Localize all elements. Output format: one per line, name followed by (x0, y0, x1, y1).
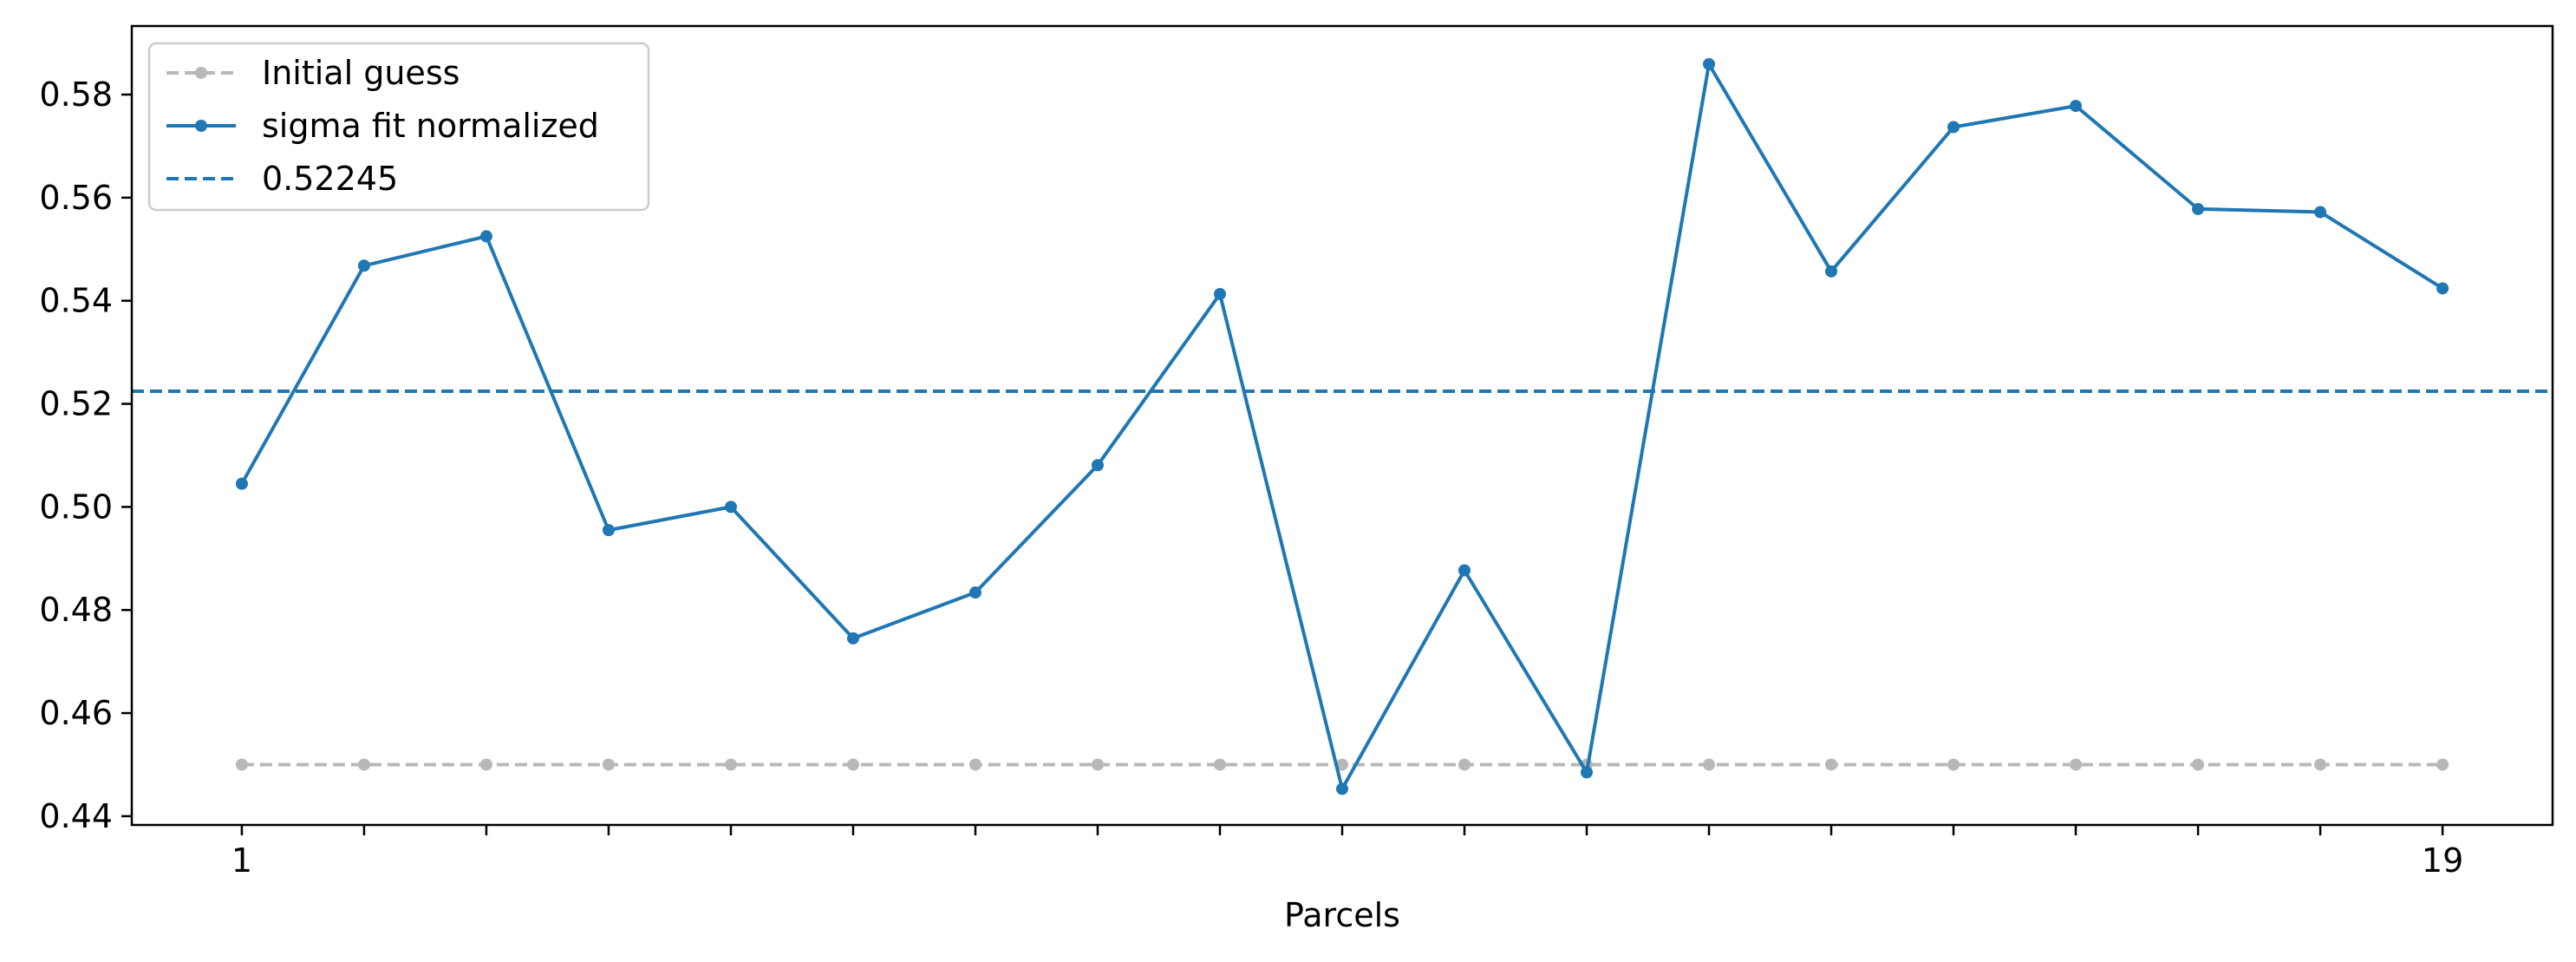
series-1-point-6 (968, 586, 981, 599)
series-1-point-0 (235, 477, 248, 490)
y-tick-label-7: 0.58 (39, 75, 113, 114)
series-1-point-12 (1703, 57, 1716, 70)
series-0-point-1 (357, 758, 370, 771)
series-0-point-4 (724, 758, 737, 771)
legend-marker-1 (195, 120, 207, 132)
y-tick-label-3: 0.50 (39, 488, 113, 526)
series-1-point-4 (724, 501, 737, 514)
series-1-point-1 (357, 259, 370, 272)
x-axis-label: Parcels (1284, 896, 1400, 934)
plot-series-group (132, 57, 2553, 795)
y-tick-label-0: 0.44 (39, 797, 113, 835)
series-0-point-7 (1091, 758, 1104, 771)
series-0-point-15 (2070, 758, 2083, 771)
series-0-point-10 (1458, 758, 1471, 771)
series-1-point-8 (1213, 287, 1226, 300)
legend-label-1: sigma fit normalized (262, 107, 599, 145)
axes: 0.44 0.46 0.48 0.50 0.52 0.54 0.56 0.58 1 19 (39, 24, 2554, 880)
series-0-point-17 (2314, 758, 2327, 771)
legend-marker-0 (195, 67, 207, 79)
series-1-point-2 (479, 230, 492, 243)
y-tick-label-2: 0.48 (39, 591, 113, 629)
series-1-point-17 (2314, 206, 2327, 219)
series-1-point-7 (1091, 459, 1104, 472)
y-tick-label-5: 0.54 (39, 282, 113, 320)
series-0-point-9 (1336, 758, 1348, 771)
y-tick-label-6: 0.56 (39, 179, 113, 217)
series-1-point-10 (1458, 564, 1471, 577)
legend-box (147, 42, 650, 212)
series-1-point-13 (1825, 265, 1838, 278)
legend-label-2: 0.52245 (262, 160, 398, 198)
series-0-point-16 (2192, 758, 2205, 771)
series-1-point-5 (846, 632, 859, 645)
series-0-point-2 (479, 758, 492, 771)
x-tick-label-0: 1 (232, 841, 252, 880)
series-0-point-14 (1947, 758, 1960, 771)
series-0-point-6 (968, 758, 981, 771)
series-0-point-18 (2436, 758, 2449, 771)
series-0-point-13 (1825, 758, 1838, 771)
y-tick-label-1: 0.46 (39, 694, 113, 732)
series-0-point-8 (1213, 758, 1226, 771)
series-0-point-3 (602, 758, 615, 771)
series-1-point-15 (2070, 100, 2083, 113)
series-0-point-12 (1703, 758, 1716, 771)
series-1-point-14 (1947, 121, 1960, 134)
series-1-point-3 (602, 524, 615, 537)
series-0-point-0 (235, 758, 248, 771)
series-1-point-18 (2436, 282, 2449, 295)
y-tick-label-4: 0.52 (39, 385, 113, 423)
series-1-point-16 (2192, 202, 2205, 215)
plot-area (132, 57, 2553, 795)
legend-label-0: Initial guess (262, 54, 460, 92)
legend: Initial guess sigma fit normalized 0.52245 (147, 42, 650, 212)
series-1-point-11 (1581, 766, 1594, 779)
series-0-point-5 (846, 758, 859, 771)
x-tick-label-18: 19 (2422, 841, 2463, 880)
series-1-point-9 (1336, 782, 1348, 795)
